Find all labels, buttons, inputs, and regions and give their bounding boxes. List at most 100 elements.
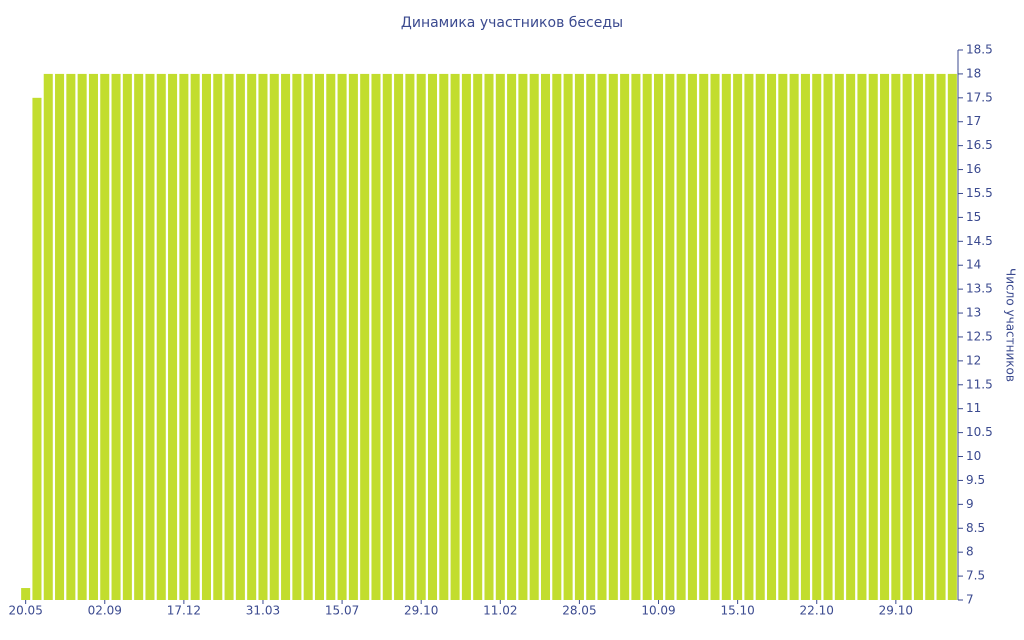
bar — [665, 73, 675, 601]
bar — [21, 588, 31, 600]
bar — [812, 73, 822, 601]
bar — [902, 73, 912, 601]
bar — [484, 73, 494, 601]
x-tick-label: 10.09 — [641, 604, 675, 618]
x-tick-label: 29.10 — [879, 604, 913, 618]
x-tick-label: 22.10 — [800, 604, 834, 618]
bar — [473, 73, 483, 601]
x-tick-label: 17.12 — [167, 604, 201, 618]
bar — [326, 73, 336, 601]
bar — [857, 73, 867, 601]
y-tick-label: 16 — [966, 162, 981, 176]
bar — [597, 73, 607, 601]
bar — [540, 73, 551, 601]
y-tick-label: 12 — [966, 353, 981, 367]
bar — [495, 73, 505, 601]
bar — [88, 73, 98, 601]
y-tick-label: 12.5 — [966, 329, 993, 343]
bar — [461, 73, 471, 601]
bar — [755, 73, 765, 601]
bar — [416, 73, 426, 601]
x-tick-label: 15.10 — [720, 604, 754, 618]
bar — [394, 73, 404, 601]
bar — [111, 73, 121, 601]
bar — [427, 73, 438, 601]
y-tick-label: 10 — [966, 449, 981, 463]
bar — [450, 73, 460, 601]
y-tick-label: 11.5 — [966, 377, 993, 391]
y-tick-label: 8 — [966, 545, 974, 559]
y-tick-label: 17.5 — [966, 90, 993, 104]
bar — [733, 73, 743, 601]
bar — [744, 73, 754, 601]
y-tick-label: 15.5 — [966, 186, 993, 200]
bar — [134, 73, 144, 601]
bar — [314, 73, 325, 601]
bar — [710, 73, 720, 601]
bar — [201, 73, 211, 601]
bar — [891, 73, 901, 601]
bar — [303, 73, 313, 601]
bar — [32, 97, 42, 601]
bar — [767, 73, 777, 601]
bar — [258, 73, 268, 601]
y-tick-label: 8.5 — [966, 521, 985, 535]
y-axis-label: Число участников — [1004, 268, 1018, 382]
y-tick-label: 15 — [966, 210, 981, 224]
bar — [800, 73, 810, 601]
bar — [834, 73, 844, 601]
bar — [382, 73, 392, 601]
bar — [77, 73, 87, 601]
bar — [337, 73, 347, 601]
bar — [292, 73, 302, 601]
bar — [179, 73, 189, 601]
bar — [100, 73, 110, 601]
bar — [913, 73, 923, 601]
y-tick-label: 16.5 — [966, 138, 993, 152]
bar — [168, 73, 178, 601]
bar — [235, 73, 245, 601]
bar — [880, 73, 890, 601]
bar — [122, 73, 132, 601]
bar — [281, 73, 291, 601]
y-tick-label: 9.5 — [966, 473, 985, 487]
bar — [213, 73, 223, 601]
x-tick-label: 29.10 — [404, 604, 438, 618]
bar — [552, 73, 562, 601]
y-tick-label: 11 — [966, 401, 981, 415]
x-tick-label: 15.07 — [325, 604, 359, 618]
x-tick-label: 11.02 — [483, 604, 517, 618]
bar — [507, 73, 517, 601]
x-tick-label: 02.09 — [88, 604, 122, 618]
x-tick-label: 31.03 — [246, 604, 280, 618]
bar — [224, 73, 234, 601]
bar — [574, 73, 584, 601]
bar — [55, 73, 65, 601]
bar — [608, 73, 618, 601]
y-tick-label: 13 — [966, 306, 981, 320]
bar — [145, 73, 155, 601]
bar — [620, 73, 630, 601]
bar — [925, 73, 935, 601]
bar — [348, 73, 358, 601]
y-tick-label: 18.5 — [966, 43, 993, 57]
bar — [66, 73, 76, 601]
bar — [360, 73, 370, 601]
y-tick-label: 9 — [966, 497, 974, 511]
x-tick-label: 28.05 — [562, 604, 596, 618]
bar — [687, 73, 697, 601]
bar — [778, 73, 788, 601]
x-tick-label: 20.05 — [8, 604, 42, 618]
bar — [642, 73, 652, 601]
bar — [190, 73, 200, 601]
y-tick-label: 7.5 — [966, 569, 985, 583]
bar — [247, 73, 257, 601]
bar — [676, 73, 686, 601]
bar — [371, 73, 381, 601]
bar — [631, 73, 641, 601]
bar — [156, 73, 166, 601]
y-tick-label: 10.5 — [966, 425, 993, 439]
bar — [586, 73, 596, 601]
